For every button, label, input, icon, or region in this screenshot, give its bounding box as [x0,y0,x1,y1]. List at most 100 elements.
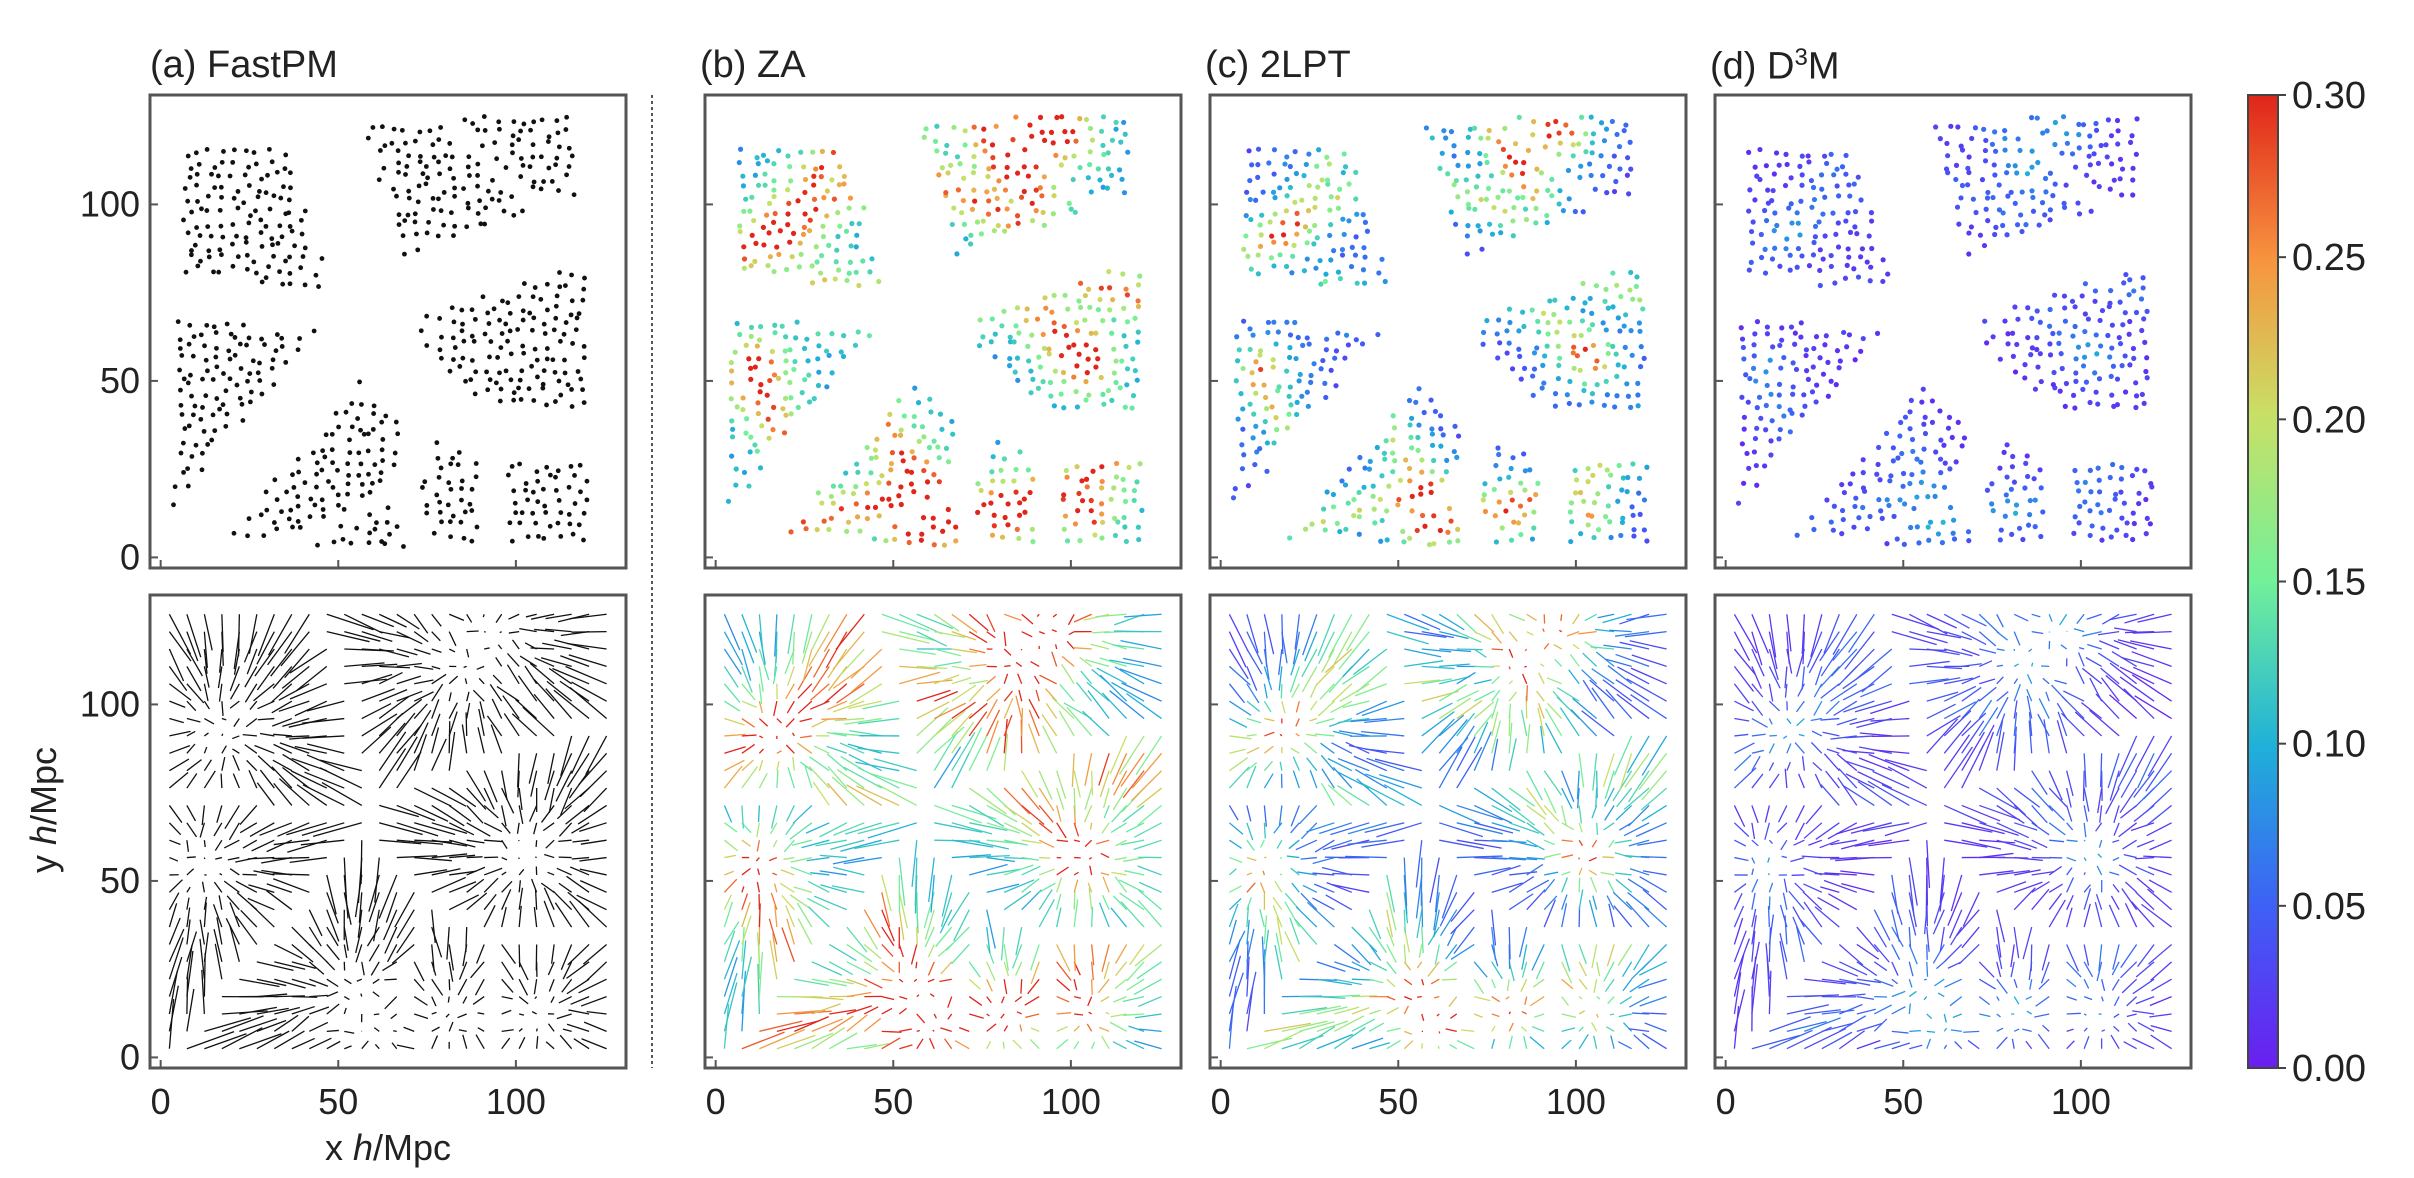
particle-point [2110,461,2116,468]
particle-point [424,510,430,516]
particle-point [2004,474,2010,480]
displacement-vector [1768,614,1777,658]
particle-point [787,163,793,170]
particle-point [1250,332,1256,338]
displacement-vector [1856,1008,1876,1015]
displacement-vector [384,996,398,1010]
displacement-vector [272,873,310,876]
particle-point [548,472,553,478]
particle-point [190,412,196,418]
particle-point [787,347,793,353]
particle-point [2076,145,2082,151]
particle-point [1258,232,1264,238]
particle-point [1272,211,1278,217]
displacement-vector [465,927,468,953]
displacement-vector [741,915,752,945]
particle-point [802,377,808,383]
displacement-vector [1056,907,1062,928]
displacement-vector [1134,1013,1162,1019]
particle-point [1522,468,1528,474]
particle-point [1097,296,1103,303]
particle-point [1446,539,1453,545]
particle-point [1271,263,1277,269]
particle-point [1557,140,1563,146]
displacement-vector [1126,978,1145,991]
particle-point [430,142,436,148]
particle-point [1017,500,1023,506]
displacement-vector [414,822,456,836]
displacement-vector [566,752,590,788]
particle-point [475,161,481,167]
particle-point [1113,460,1120,467]
particle-point [2030,194,2036,201]
particle-point [192,403,198,409]
particle-point [1068,206,1074,212]
particle-point [728,368,735,374]
displacement-vector [1288,839,1300,850]
particle-point [1542,353,1548,359]
displacement-vector [1027,723,1040,754]
particle-point [1076,351,1082,357]
particle-point [1901,501,1908,507]
particle-point [1946,414,1953,420]
displacement-vector [951,822,993,835]
particle-point [185,380,191,386]
particle-point [195,263,201,269]
displacement-vector [1790,856,1805,863]
particle-point [546,165,552,171]
displacement-vector [1453,926,1475,954]
displacement-vector [1768,773,1780,789]
particle-point [841,173,847,180]
particle-point [171,502,176,508]
displacement-vector [1491,856,1527,861]
particle-point [1581,498,1587,504]
displacement-vector [1289,917,1300,945]
particle-point [2119,363,2125,369]
particle-point [1054,114,1060,121]
particle-point [1135,298,1141,304]
particle-point [1100,184,1106,190]
particle-point [1925,494,1931,500]
particle-point [1251,411,1257,417]
particle-point [2030,208,2037,214]
displacement-vector [1473,701,1495,720]
displacement-vector [791,732,795,737]
displacement-vector [958,1026,970,1032]
displacement-vector [272,856,310,860]
displacement-vector [1768,970,1772,1014]
displacement-vector [204,1017,252,1032]
particle-point [1758,231,1764,238]
particle-point [1346,218,1352,224]
particle-point [876,480,882,486]
displacement-vector [1508,666,1511,670]
particle-point [1866,233,1872,239]
particle-point [1595,491,1601,497]
displacement-vector [518,961,529,981]
particle-point [1581,387,1587,394]
displacement-vector [1891,909,1901,943]
particle-point [2052,141,2058,148]
particle-point [1025,173,1031,179]
particle-point [1287,332,1294,338]
particle-point [936,479,942,485]
particle-point [1743,372,1749,378]
displacement-vector [1281,1006,1328,1015]
displacement-vector [1845,735,1875,739]
displacement-vector [1821,1022,1854,1032]
particle-point [1570,142,1576,148]
displacement-vector [576,894,607,911]
particle-point [989,316,995,322]
displacement-vector [776,1020,820,1032]
particle-point [887,411,893,417]
particle-point [1947,504,1954,511]
particle-point [1908,397,1914,403]
particle-point [1264,440,1271,446]
particle-point [437,499,443,505]
particle-point [515,327,521,332]
particle-point [1033,187,1039,193]
particle-point [2005,193,2011,199]
particle-point [271,382,277,388]
particle-point [2043,189,2049,195]
displacement-vector [1088,857,1092,860]
particle-point [1098,285,1104,291]
